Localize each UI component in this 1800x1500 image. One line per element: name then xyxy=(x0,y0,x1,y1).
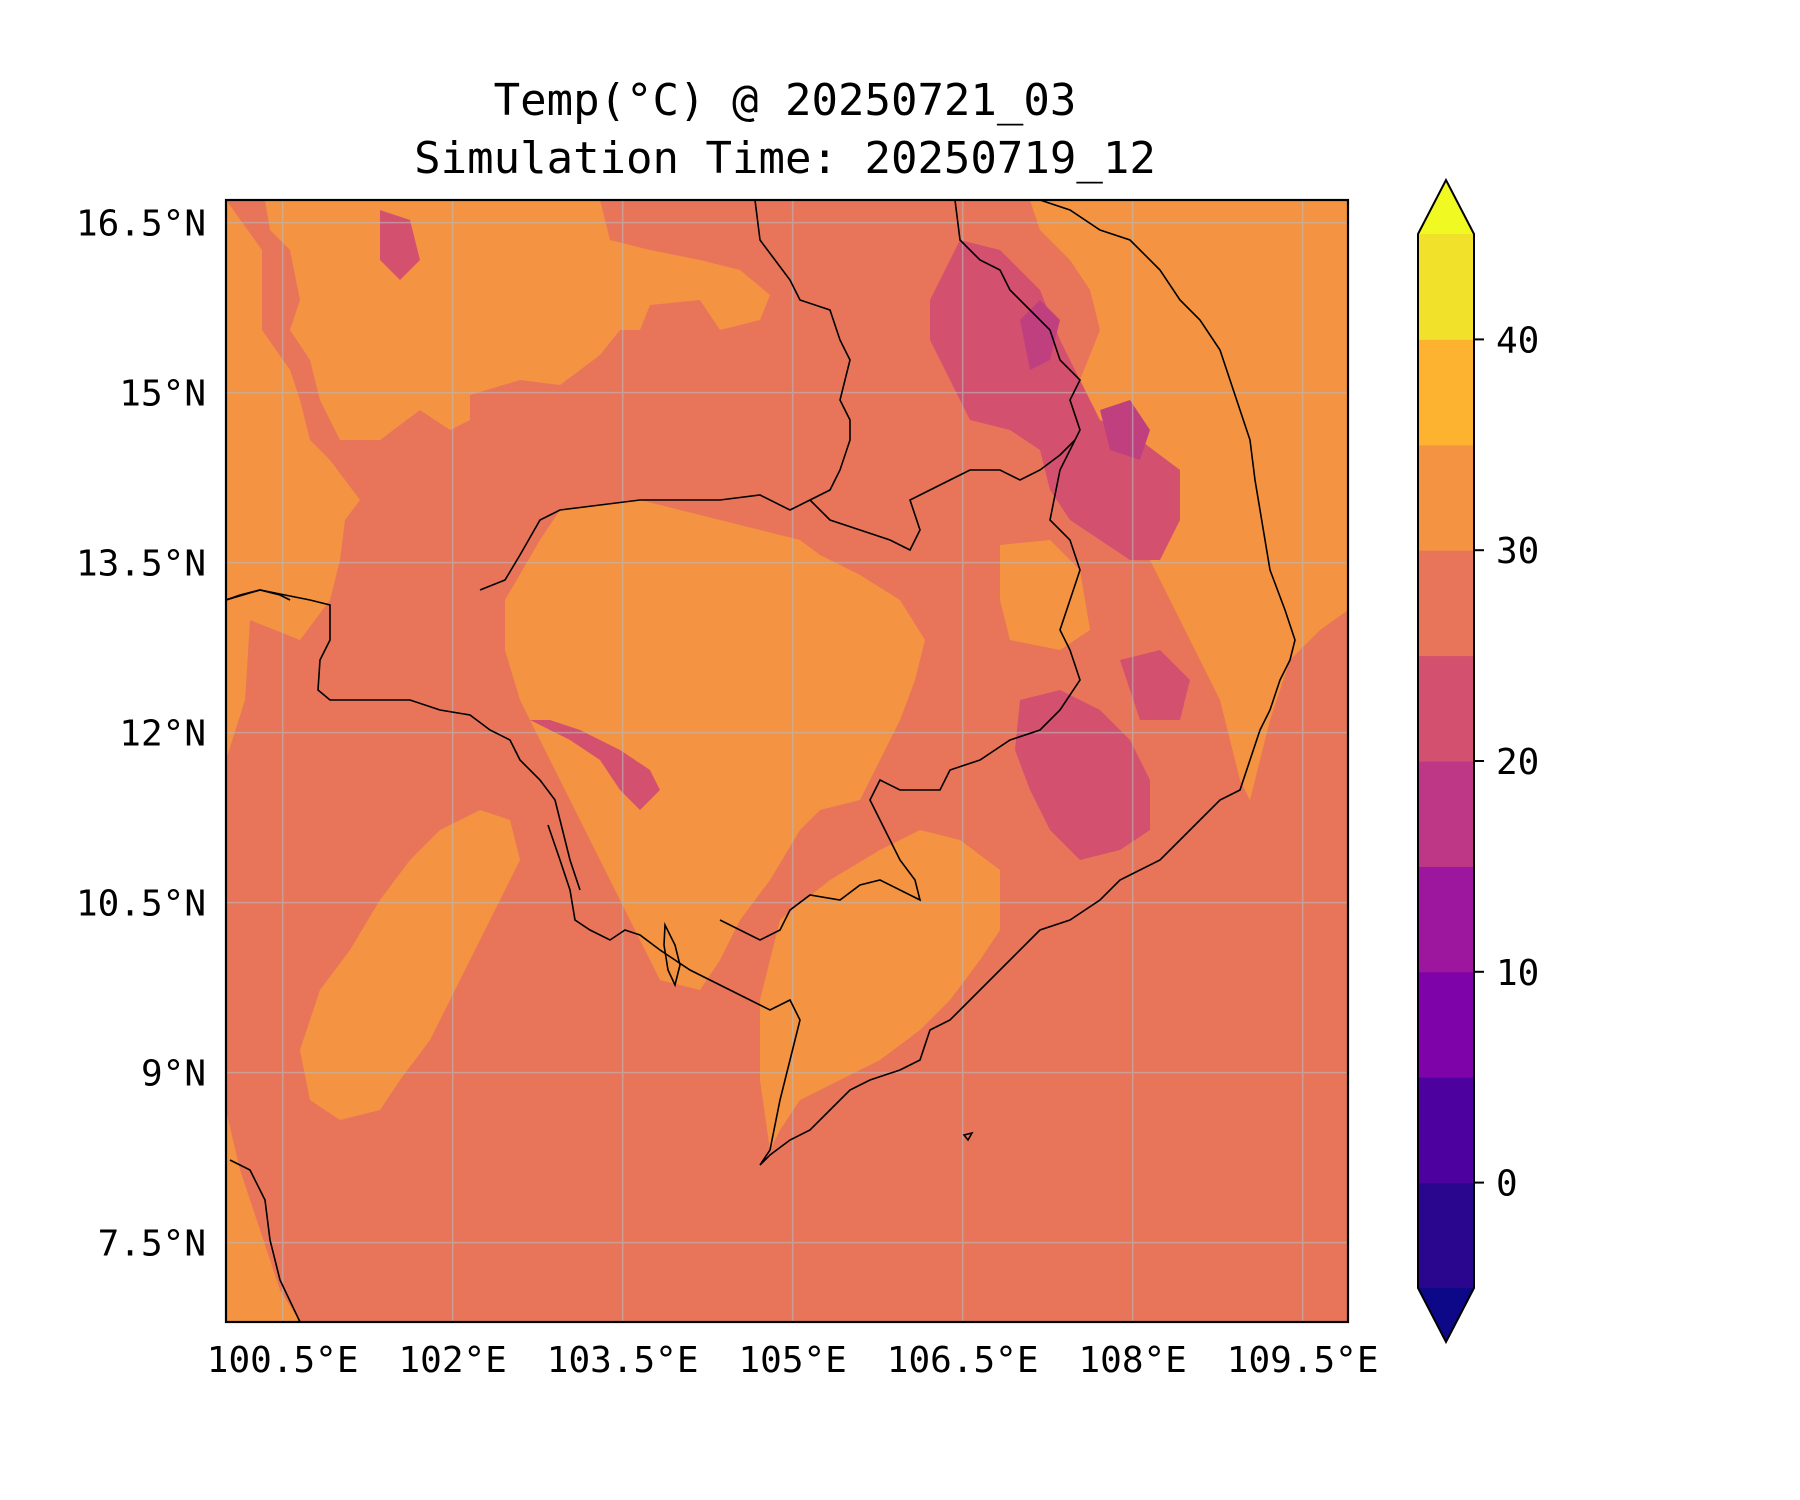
cool-region-cardamom xyxy=(530,720,660,810)
title-line-2: Simulation Time: 20250719_12 xyxy=(414,133,1156,184)
warm-region-bottom-left xyxy=(226,1110,300,1322)
y-axis-latitude: 16.5°N 15°N 13.5°N 12°N 10.5°N 9°N 7.5°N xyxy=(76,204,206,1265)
border-laos-vietnam xyxy=(954,200,1081,441)
coastline-malay-peninsula xyxy=(229,1159,301,1322)
colorbar-outline xyxy=(1417,177,1475,1345)
colorbar-over-triangle xyxy=(1418,180,1474,234)
coastline-gulf-of-thailand-east xyxy=(547,200,1296,1166)
colorbar-band-9 xyxy=(1418,234,1474,340)
colorbar-band-2 xyxy=(1418,971,1474,1078)
x-axis-longitude: 100.5°E 102°E 103.5°E 105°E 106.5°E 108°E 109.… xyxy=(207,1340,1379,1381)
y-tick-label: 12°N xyxy=(119,714,206,755)
border-thailand-cambodia xyxy=(479,439,1076,591)
y-tick-label: 16.5°N xyxy=(76,204,206,245)
x-tick-label: 105°E xyxy=(738,1340,846,1381)
colorbar-band-5 xyxy=(1418,655,1474,762)
colorbar-band-3 xyxy=(1418,866,1474,973)
y-tick-label: 9°N xyxy=(141,1054,206,1095)
warm-region-laos-south xyxy=(1000,540,1090,650)
y-tick-label: 10.5°N xyxy=(76,884,206,925)
y-tick-label: 15°N xyxy=(119,374,206,415)
colder-region-vietnam xyxy=(1100,400,1150,460)
border-laos-thailand-mekong xyxy=(754,200,851,501)
colorbar-band-8 xyxy=(1418,339,1474,446)
coastline-thailand-gulf-west xyxy=(226,589,581,891)
x-tick-label: 106.5°E xyxy=(887,1340,1039,1381)
x-tick-label: 103.5°E xyxy=(547,1340,699,1381)
warm-region-mekong-delta xyxy=(760,830,1000,1150)
title-line-1: Temp(°C) @ 20250721_03 xyxy=(493,75,1077,126)
colorbar-band-0 xyxy=(1418,1182,1474,1289)
colorbar-tick-label: 20 xyxy=(1496,742,1539,783)
map-gridlines xyxy=(226,200,1348,1322)
border-cambodia-vietnam xyxy=(719,439,1081,941)
warm-region-cambodia-central xyxy=(505,500,925,990)
warm-region-gulf xyxy=(300,810,520,1120)
x-tick-label: 102°E xyxy=(398,1340,506,1381)
warm-region-thailand-north xyxy=(226,200,770,440)
colorbar-tick-label: 30 xyxy=(1496,531,1539,572)
colorbar-band-7 xyxy=(1418,444,1474,551)
island-con-dao xyxy=(962,1131,974,1142)
cool-region-laos-plateau xyxy=(930,240,1180,560)
map-plot-area xyxy=(226,200,1348,1322)
temperature-band-15-20 xyxy=(1020,300,1150,460)
x-tick-label: 108°E xyxy=(1078,1340,1186,1381)
colorbar-band-6 xyxy=(1418,550,1474,657)
island-phu-quoc xyxy=(663,921,681,988)
temperature-colorbar: 0 10 20 30 40 xyxy=(1417,177,1539,1345)
border-myanmar-thailand xyxy=(226,589,291,601)
colder-region-laos xyxy=(1020,300,1060,370)
y-tick-label: 7.5°N xyxy=(98,1224,206,1265)
colorbar-tick-label: 40 xyxy=(1496,320,1539,361)
x-tick-label: 100.5°E xyxy=(207,1340,359,1381)
map-frame xyxy=(224,198,1350,1324)
colorbar-tick-label: 0 xyxy=(1496,1164,1518,1205)
warm-region-vietnam-east xyxy=(1030,200,1348,800)
x-tick-label: 109.5°E xyxy=(1227,1340,1379,1381)
colorbar-band-1 xyxy=(1418,1077,1474,1184)
temperature-band-30-35 xyxy=(226,200,1348,1322)
colorbar-tick-label: 10 xyxy=(1496,953,1539,994)
colorbar-under-triangle xyxy=(1418,1288,1474,1342)
y-tick-label: 13.5°N xyxy=(76,544,206,585)
warm-region-thailand-west xyxy=(226,200,360,760)
cool-region-north-thailand xyxy=(380,210,420,280)
map-title: Temp(°C) @ 20250721_03 Simulation Time: … xyxy=(0,72,1570,188)
coastlines-and-borders xyxy=(226,200,1296,1322)
cool-region-laos-2 xyxy=(1120,650,1190,720)
colorbar-band-4 xyxy=(1418,761,1474,867)
